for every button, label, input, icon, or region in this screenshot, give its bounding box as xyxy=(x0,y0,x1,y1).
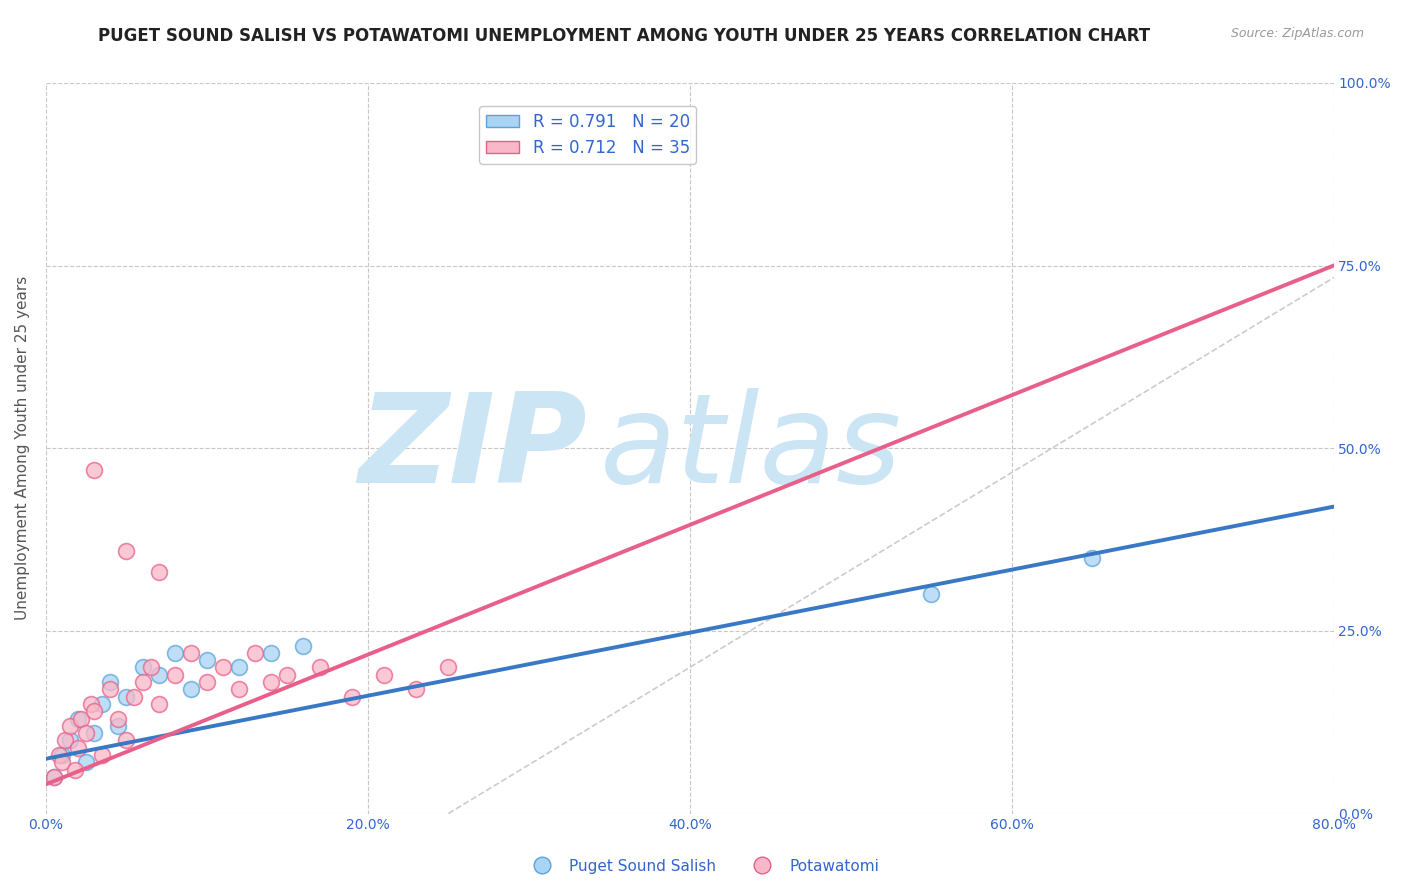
Point xyxy=(131,660,153,674)
Point xyxy=(67,712,90,726)
Point xyxy=(260,675,283,690)
Point xyxy=(83,704,105,718)
Point xyxy=(115,733,138,747)
Point xyxy=(1081,550,1104,565)
Point xyxy=(59,733,82,747)
Point xyxy=(308,660,330,674)
Point xyxy=(91,697,114,711)
Point xyxy=(212,660,235,674)
Point xyxy=(53,733,76,747)
Point xyxy=(42,770,65,784)
Text: atlas: atlas xyxy=(599,388,901,508)
Point xyxy=(107,712,129,726)
Point xyxy=(437,660,460,674)
Point xyxy=(180,646,202,660)
Point xyxy=(124,690,146,704)
Point xyxy=(131,675,153,690)
Legend: Puget Sound Salish, Potawatomi: Puget Sound Salish, Potawatomi xyxy=(520,853,886,880)
Point xyxy=(42,770,65,784)
Point xyxy=(245,646,267,660)
Point xyxy=(148,697,170,711)
Text: ZIP: ZIP xyxy=(359,388,586,508)
Y-axis label: Unemployment Among Youth under 25 years: Unemployment Among Youth under 25 years xyxy=(15,277,30,620)
Point xyxy=(48,748,70,763)
Point xyxy=(75,726,97,740)
Point xyxy=(75,756,97,770)
Point xyxy=(98,675,121,690)
Point xyxy=(292,639,315,653)
Point xyxy=(59,719,82,733)
Point xyxy=(107,719,129,733)
Point xyxy=(340,690,363,704)
Point xyxy=(63,763,86,777)
Point xyxy=(260,646,283,660)
Point xyxy=(115,543,138,558)
Text: Source: ZipAtlas.com: Source: ZipAtlas.com xyxy=(1230,27,1364,40)
Point xyxy=(80,697,103,711)
Point xyxy=(276,667,298,681)
Point xyxy=(98,682,121,697)
Point xyxy=(163,667,186,681)
Point xyxy=(195,675,218,690)
Legend: R = 0.791   N = 20, R = 0.712   N = 35: R = 0.791 N = 20, R = 0.712 N = 35 xyxy=(479,106,696,163)
Point xyxy=(91,748,114,763)
Point xyxy=(228,660,250,674)
Point xyxy=(83,463,105,477)
Point xyxy=(148,566,170,580)
Point xyxy=(195,653,218,667)
Point xyxy=(83,726,105,740)
Point xyxy=(163,646,186,660)
Point xyxy=(405,682,427,697)
Point xyxy=(70,712,93,726)
Text: PUGET SOUND SALISH VS POTAWATOMI UNEMPLOYMENT AMONG YOUTH UNDER 25 YEARS CORRELA: PUGET SOUND SALISH VS POTAWATOMI UNEMPLO… xyxy=(98,27,1150,45)
Point xyxy=(148,667,170,681)
Point xyxy=(67,740,90,755)
Point xyxy=(373,667,395,681)
Point xyxy=(920,587,942,601)
Point xyxy=(115,690,138,704)
Point xyxy=(180,682,202,697)
Point xyxy=(51,748,73,763)
Point xyxy=(51,756,73,770)
Point xyxy=(228,682,250,697)
Point xyxy=(139,660,162,674)
